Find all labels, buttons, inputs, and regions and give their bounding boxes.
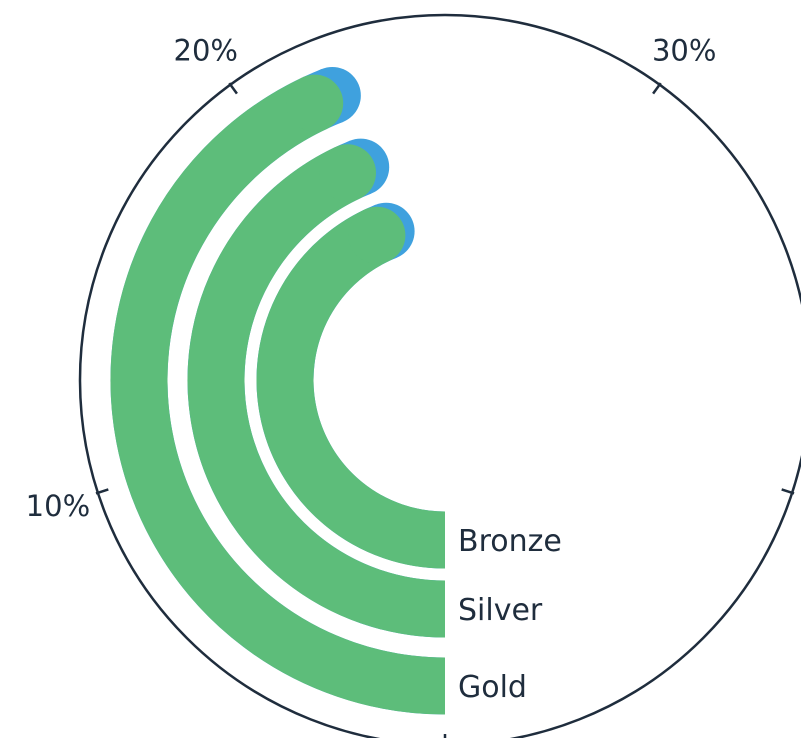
category-label-gold: Gold <box>458 670 527 705</box>
bar-cap-silver-series-2 <box>319 144 376 202</box>
tick-mark-20 <box>228 82 238 95</box>
tick-label-30: 30% <box>652 34 716 68</box>
bar-cap-gold-series-2 <box>286 74 344 132</box>
category-label-silver: Silver <box>458 593 543 628</box>
bar-cap-bronze-series-2 <box>348 206 406 264</box>
category-label-bronze: Bronze <box>458 524 562 559</box>
bar-bronze-series-2 <box>256 209 446 569</box>
bars-group <box>110 66 446 715</box>
tick-label-10: 10% <box>26 489 90 523</box>
bar-gold-series-2 <box>110 77 446 715</box>
tick-label-20: 20% <box>174 34 238 68</box>
category-labels-group: Bronze Silver Gold <box>458 524 562 705</box>
bar-silver-series-2 <box>187 147 446 638</box>
tick-mark-30 <box>652 82 662 95</box>
ticks-group: 10% 20% 30% 40% <box>26 34 801 738</box>
tick-mark-10 <box>95 488 109 495</box>
axis-circle <box>78 13 801 738</box>
tick-mark-40 <box>781 488 795 495</box>
tick-label-40: 40% <box>800 489 801 523</box>
